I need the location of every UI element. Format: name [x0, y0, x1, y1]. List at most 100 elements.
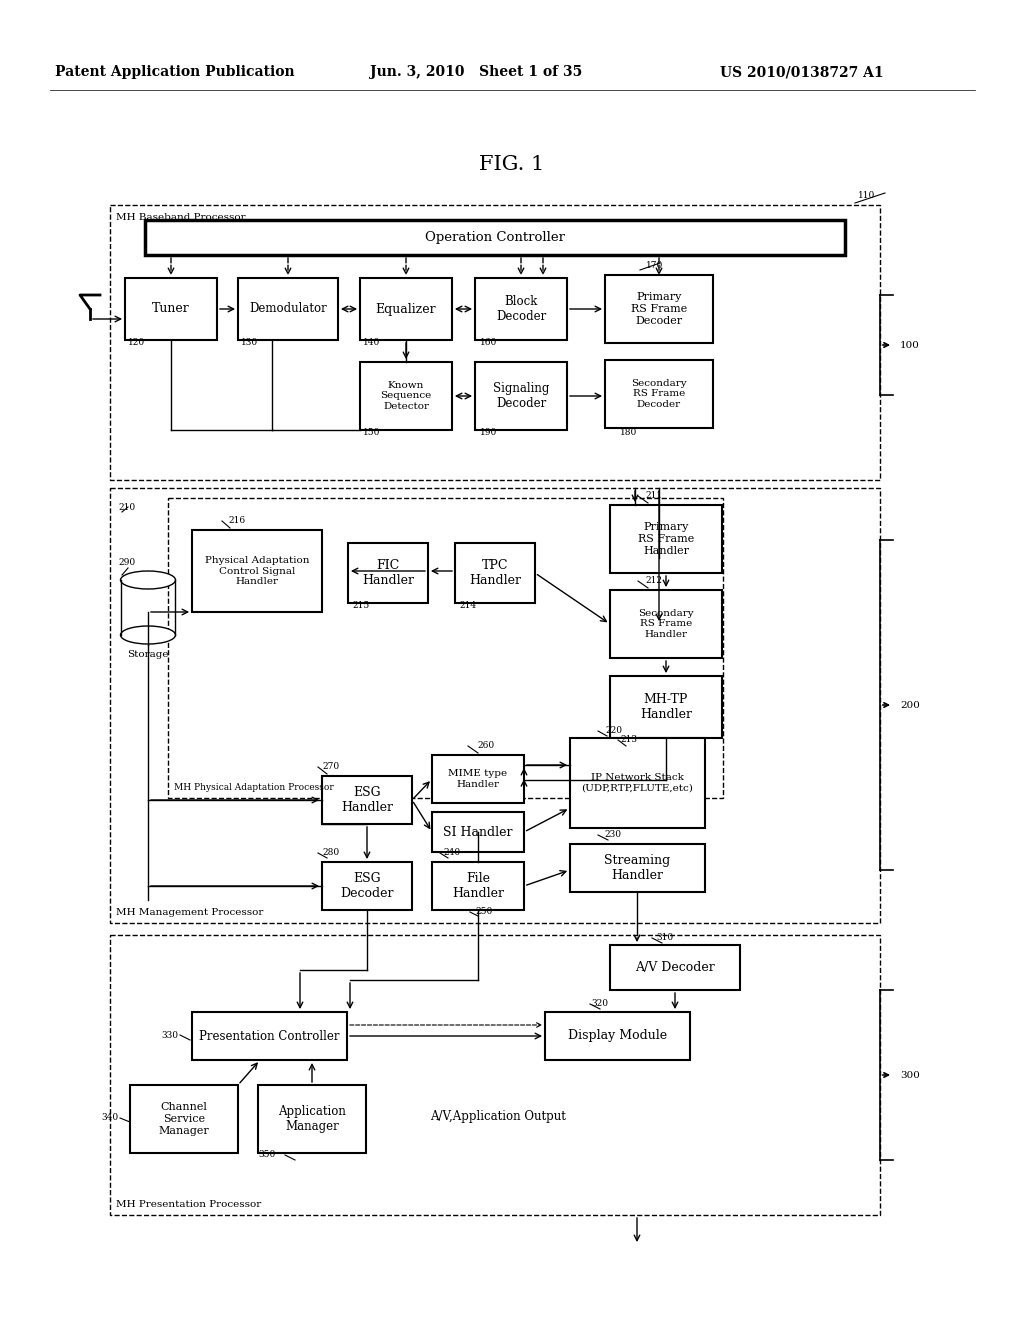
Bar — [605, 275, 713, 343]
Text: 300: 300 — [900, 1071, 920, 1080]
Bar — [432, 812, 524, 851]
Text: Presentation Controller: Presentation Controller — [200, 1030, 340, 1043]
Text: MH Management Processor: MH Management Processor — [116, 908, 263, 917]
Bar — [432, 755, 524, 803]
Text: Secondary
RS Frame
Decoder: Secondary RS Frame Decoder — [631, 379, 687, 409]
Text: 330: 330 — [161, 1031, 178, 1040]
Text: 160: 160 — [480, 338, 498, 347]
Text: MH-TP
Handler: MH-TP Handler — [640, 693, 692, 721]
Text: 310: 310 — [656, 933, 674, 942]
Bar — [570, 843, 705, 892]
Text: Streaming
Handler: Streaming Handler — [604, 854, 671, 882]
Text: 320: 320 — [592, 999, 608, 1008]
Bar — [110, 488, 880, 923]
Text: 350: 350 — [258, 1150, 275, 1159]
Text: 140: 140 — [362, 338, 380, 347]
Text: TPC
Handler: TPC Handler — [469, 558, 521, 587]
Text: Signaling
Decoder: Signaling Decoder — [493, 381, 549, 411]
Bar — [432, 862, 524, 909]
Text: SI Handler: SI Handler — [443, 825, 513, 838]
Bar — [475, 279, 567, 341]
Text: Patent Application Publication: Patent Application Publication — [55, 65, 295, 79]
Bar — [258, 1085, 366, 1152]
Text: 150: 150 — [362, 428, 380, 437]
Text: 180: 180 — [620, 428, 637, 437]
Text: Application
Manager: Application Manager — [279, 1105, 346, 1133]
Text: Storage: Storage — [127, 649, 169, 659]
Text: 260: 260 — [477, 741, 495, 750]
Text: 100: 100 — [900, 341, 920, 350]
Bar — [168, 498, 723, 799]
Text: 214: 214 — [459, 601, 476, 610]
Bar — [605, 360, 713, 428]
Bar — [322, 776, 412, 824]
Text: Display Module: Display Module — [568, 1030, 667, 1043]
Text: Secondary
RS Frame
Handler: Secondary RS Frame Handler — [638, 609, 694, 639]
Text: 211: 211 — [645, 491, 663, 500]
Bar — [130, 1085, 238, 1152]
Text: MIME type
Handler: MIME type Handler — [449, 770, 508, 789]
Text: Jun. 3, 2010   Sheet 1 of 35: Jun. 3, 2010 Sheet 1 of 35 — [370, 65, 583, 79]
Text: US 2010/0138727 A1: US 2010/0138727 A1 — [720, 65, 884, 79]
Text: A/V Decoder: A/V Decoder — [635, 961, 715, 974]
Text: 212: 212 — [645, 576, 662, 585]
Text: 270: 270 — [322, 762, 339, 771]
Bar — [110, 935, 880, 1214]
Bar — [125, 279, 217, 341]
Bar — [455, 543, 535, 603]
Text: 110: 110 — [858, 191, 874, 201]
Text: Operation Controller: Operation Controller — [425, 231, 565, 244]
Text: 216: 216 — [228, 516, 245, 525]
Text: Primary
RS Frame
Decoder: Primary RS Frame Decoder — [631, 293, 687, 326]
Bar — [610, 590, 722, 657]
Text: A/V,Application Output: A/V,Application Output — [430, 1110, 566, 1123]
Bar — [610, 506, 722, 573]
Text: IP Network Stack
(UDP,RTP,FLUTE,etc): IP Network Stack (UDP,RTP,FLUTE,etc) — [582, 774, 693, 793]
Text: 130: 130 — [241, 338, 258, 347]
Bar — [193, 1012, 347, 1060]
Text: Primary
RS Frame
Handler: Primary RS Frame Handler — [638, 523, 694, 556]
Text: Demodulator: Demodulator — [249, 302, 327, 315]
Text: MH Baseband Processor: MH Baseband Processor — [116, 213, 246, 222]
Text: 230: 230 — [604, 830, 621, 840]
Bar — [610, 945, 740, 990]
Ellipse shape — [121, 572, 175, 589]
Text: 200: 200 — [900, 701, 920, 710]
Text: Tuner: Tuner — [153, 302, 189, 315]
Text: ESG
Decoder: ESG Decoder — [340, 873, 394, 900]
Text: 190: 190 — [480, 428, 498, 437]
Text: 290: 290 — [118, 558, 135, 568]
Text: FIG. 1: FIG. 1 — [479, 156, 545, 174]
Text: 250: 250 — [475, 907, 493, 916]
Text: File
Handler: File Handler — [452, 873, 504, 900]
Text: 340: 340 — [101, 1113, 118, 1122]
Text: Block
Decoder: Block Decoder — [496, 294, 546, 323]
Text: Physical Adaptation
Control Signal
Handler: Physical Adaptation Control Signal Handl… — [205, 556, 309, 586]
Text: ESG
Handler: ESG Handler — [341, 785, 393, 814]
Text: FIC
Handler: FIC Handler — [362, 558, 414, 587]
Text: Equalizer: Equalizer — [376, 302, 436, 315]
Text: Known
Sequence
Detector: Known Sequence Detector — [380, 381, 432, 411]
Text: 240: 240 — [443, 847, 460, 857]
Text: 215: 215 — [352, 601, 370, 610]
Ellipse shape — [121, 626, 175, 644]
Text: 120: 120 — [128, 338, 145, 347]
Bar — [322, 862, 412, 909]
Text: MH Physical Adaptation Processor: MH Physical Adaptation Processor — [174, 783, 334, 792]
Bar — [570, 738, 705, 828]
Text: 213: 213 — [620, 735, 637, 744]
Bar — [360, 362, 452, 430]
Bar — [238, 279, 338, 341]
Bar — [360, 279, 452, 341]
Bar — [475, 362, 567, 430]
Text: 220: 220 — [605, 726, 622, 735]
Text: 280: 280 — [322, 847, 339, 857]
Bar — [110, 205, 880, 480]
Bar — [348, 543, 428, 603]
Text: MH Presentation Processor: MH Presentation Processor — [116, 1200, 261, 1209]
Text: Channel
Service
Manager: Channel Service Manager — [159, 1102, 209, 1135]
Bar — [545, 1012, 690, 1060]
Text: 210: 210 — [118, 503, 135, 512]
Text: 170: 170 — [646, 261, 664, 271]
Bar — [193, 531, 322, 612]
